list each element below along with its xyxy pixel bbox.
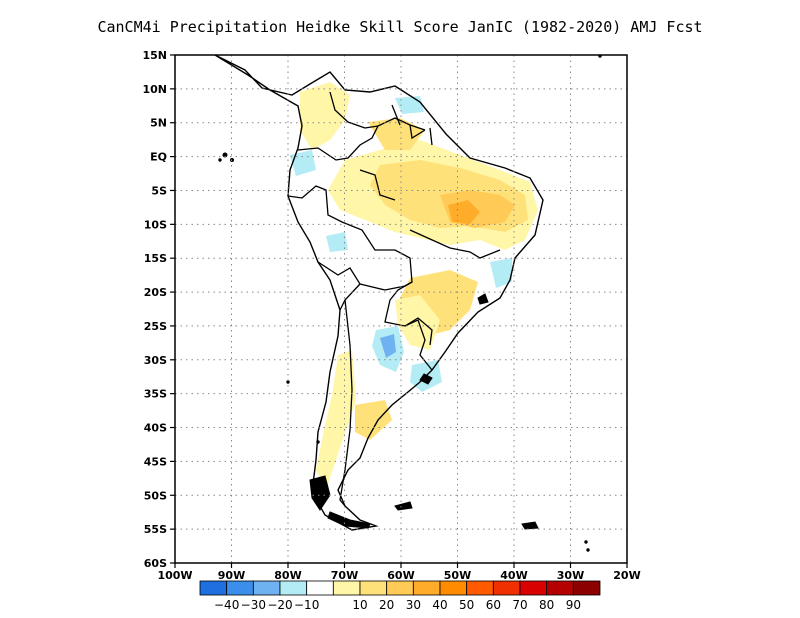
lat-tick-label: 10S (144, 218, 167, 231)
lon-tick-label: 90W (218, 569, 245, 582)
lon-tick-label: 50W (444, 569, 471, 582)
islands (218, 55, 602, 552)
lon-tick-label: 30W (557, 569, 584, 582)
lat-tick-label: 45S (144, 455, 167, 468)
lon-tick-label: 20W (613, 569, 640, 582)
skill-area-south-brazil-light (395, 295, 440, 350)
colorbar-swatch (466, 580, 494, 596)
lon-tick-label: 100W (157, 569, 192, 582)
colorbar-swatch (279, 580, 308, 596)
colorbar-swatch (386, 580, 414, 596)
colorbar-swatch (199, 580, 228, 596)
colorbar-label: 80 (539, 598, 554, 612)
colorbar-label: −20 (267, 598, 292, 612)
colorbar: −40 −30 −20 −10 10 20 30 40 50 60 70 80 90 (199, 580, 601, 612)
lat-tick-label: EQ (150, 151, 167, 164)
lat-tick-label: 25S (144, 320, 167, 333)
lon-tick-label: 80W (274, 569, 301, 582)
colorbar-swatch (252, 580, 281, 596)
skill-area-north (300, 82, 350, 150)
lat-tick-label: 5N (150, 117, 167, 130)
skill-area-argentina-neg-mid (380, 334, 396, 358)
colorbar-label: 40 (432, 598, 447, 612)
lon-tick-label: 40W (500, 569, 527, 582)
lat-tick-label: 5S (151, 184, 167, 197)
colorbar-label: −30 (241, 598, 266, 612)
south-america-coastline (214, 55, 544, 531)
lat-tick-label: 30S (144, 354, 167, 367)
lat-tick-label: 35S (144, 388, 167, 401)
skill-area-patagonia (355, 400, 392, 440)
colorbar-swatch (332, 580, 361, 596)
country-borders (287, 91, 501, 507)
colorbar-label: 10 (352, 598, 367, 612)
map-gridlines (175, 55, 627, 563)
skill-area-brazil-peak (448, 200, 480, 224)
colorbar-label: 70 (512, 598, 527, 612)
colorbar-swatch (546, 580, 574, 596)
colorbar-swatch (306, 580, 334, 596)
skill-area-east-brazil-neg (490, 258, 512, 288)
chart-title: CanCM4i Precipitation Heidke Skill Score… (97, 18, 703, 36)
lat-tick-label: 60S (144, 557, 167, 570)
colorbar-swatch (572, 580, 601, 596)
colorbar-label: 20 (379, 598, 394, 612)
lat-tick-label: 20S (144, 286, 167, 299)
lat-tick-label: 10N (142, 83, 167, 96)
skill-area-peru-neg (326, 232, 348, 252)
colorbar-label: −40 (214, 598, 239, 612)
colorbar-label: 60 (486, 598, 501, 612)
colorbar-swatch (492, 580, 521, 596)
lat-tick-label: 50S (144, 489, 167, 502)
lat-tick-label: 40S (144, 422, 167, 435)
lat-tick-label: 15N (142, 49, 167, 62)
colorbar-label: 50 (459, 598, 474, 612)
map-axes: 15N 10N 5N EQ 5S 10S 15S 20S 25S 30S 35S 40S 45S 50S 5… (142, 49, 640, 582)
skill-area-andes (316, 350, 356, 490)
lon-tick-label: 60W (387, 569, 414, 582)
colorbar-label: 90 (566, 598, 581, 612)
lon-tick-label: 70W (331, 569, 358, 582)
colorbar-label: −10 (294, 598, 319, 612)
colorbar-label: 30 (406, 598, 421, 612)
lat-tick-label: 15S (144, 252, 167, 265)
colorbar-swatch (439, 580, 468, 596)
lat-tick-label: 55S (144, 523, 167, 536)
colorbar-swatch (359, 580, 388, 596)
colorbar-swatch (412, 580, 441, 596)
colorbar-swatch (519, 580, 548, 596)
colorbar-swatch (226, 580, 254, 596)
